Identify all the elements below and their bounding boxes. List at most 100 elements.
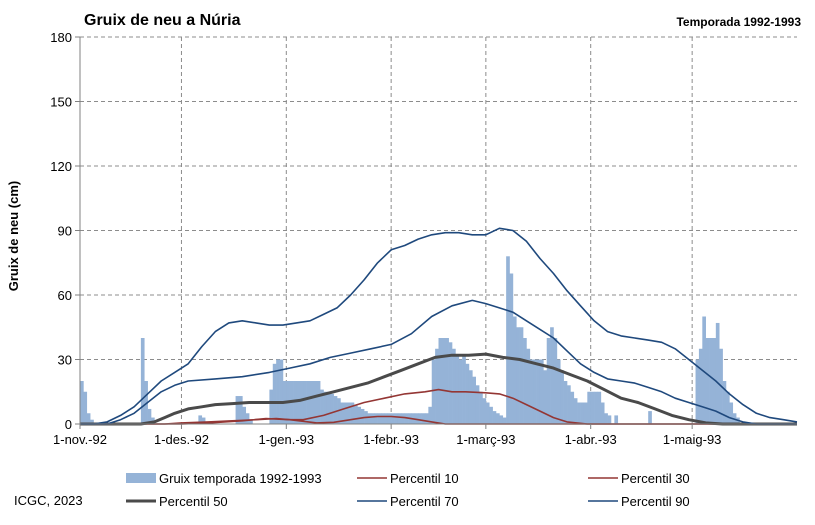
snow-depth-bar [343,402,348,424]
snow-depth-bar [414,413,419,424]
snow-depth-bar [276,359,280,424]
snow-depth-bar [238,396,243,424]
snow-depth-bar [323,391,328,424]
snow-depth-bar [462,355,466,424]
snow-depth-bar [384,413,389,424]
snow-depth-bar [353,404,358,424]
snow-depth-bar [381,413,385,424]
snow-depth-bar [86,413,91,424]
snow-depth-bar [512,316,517,424]
snow-depth-bar [448,342,453,424]
snow-depth-bar [577,402,581,424]
snow-depth-bar [556,359,561,424]
gridlines [80,36,797,424]
y-tick-label: 120 [50,159,72,174]
snow-depth-bar [526,348,531,424]
snow-depth-bar [330,393,334,424]
x-tick-label: 1-nov.-92 [53,432,107,447]
snow-depth-bar [519,327,524,424]
series-line-percentil-50 [80,352,797,426]
snow-depth-bar [583,402,588,424]
snow-depth-bar [401,413,405,424]
snow-depth-bar [144,381,148,424]
axes [75,36,797,429]
snow-depth-bar [543,370,548,424]
snow-depth-bar [431,359,436,424]
legend-label: Percentil 10 [390,471,459,486]
snow-depth-bar [570,391,575,424]
x-tick-labels: 1-nov.-92 1-des.-92 1-gen.-93 1-febr.-93 1-m… [53,432,721,447]
snow-depth-bar [553,338,558,424]
snow-depth-bar [479,391,483,424]
snow-depth-bar [140,338,145,424]
snow-depth-bar [729,402,734,424]
y-tick-label: 0 [65,417,72,432]
snow-depth-bar [370,413,375,424]
snow-depth-bar [468,370,473,424]
x-tick-label: 1-des.-92 [154,432,209,447]
snow-depth-bar [580,402,585,424]
snow-depth-bar [326,391,331,424]
x-tick-label: 1-febr.-93 [363,432,419,447]
snow-depth-bar [590,391,595,424]
snow-depth-bar [90,419,94,424]
chart-title: Gruix de neu a Núria [84,12,241,29]
snow-depth-bar [377,413,382,424]
snow-depth-bar [465,363,470,424]
snow-depth-bar [418,413,422,424]
snow-depth-bar [604,413,608,424]
percentile-lines [80,227,798,426]
snow-depth-bar [485,402,490,424]
snow-depth-bar [438,338,443,424]
x-tick-label: 1-maig-93 [663,432,722,447]
snow-depth-bar [492,411,497,424]
snow-depth-bar [147,408,152,424]
snow-depth-bar [597,391,602,424]
snow-depth-bar [80,381,84,424]
y-tick-label: 90 [58,224,72,239]
snow-depth-bar [445,338,449,424]
legend-label: Gruix temporada 1992-1993 [159,471,322,486]
snow-depth-bar [499,415,504,424]
snow-depth-bar [702,316,706,424]
series-line-percentil-70 [80,299,797,425]
snow-depth-bar [594,391,598,424]
snow-depth-bar [201,417,206,424]
snow-depth-bar [482,398,487,424]
snow-depth-bar [340,402,345,424]
snow-depth-bar [475,385,480,424]
snow-depth-bar [245,413,250,424]
snow-depth-bar [397,413,402,424]
snow-depth-bar [441,338,446,424]
y-tick-labels: 0 30 60 90 120 150 180 [50,30,72,432]
legend-label: Percentil 50 [159,494,228,509]
y-tick-label: 60 [58,288,72,303]
snow-depth-bar [360,408,365,424]
y-tick-label: 30 [58,353,72,368]
snow-depth-bar [560,370,564,424]
snow-depth-bar [516,327,520,424]
snow-depth-bar [712,338,717,424]
snow-depth-bar [306,381,311,424]
legend-label: Percentil 30 [621,471,690,486]
snow-depth-bar [387,413,392,424]
snow-depth-bar [299,381,304,424]
legend: Gruix temporada 1992-1993 Percentil 10 Per… [126,471,690,509]
series-line-percentil-30 [80,388,797,425]
snow-depth-bar [472,376,477,424]
snow-depth-bar [452,348,456,424]
snow-depth-bar [587,391,591,424]
snow-depth-bar [367,413,372,424]
snow-depth-bar [722,381,727,424]
snow-depth-bar [394,413,399,424]
snow-depth-bar [309,381,314,424]
x-tick-label: 1-abr.-93 [565,432,617,447]
credit-text: ICGC, 2023 [14,493,83,508]
snow-depth-bar [320,389,324,424]
snow-depth-bar [424,413,429,424]
chart-subtitle: Temporada 1992-1993 [676,15,801,29]
snow-depth-bar [235,396,240,424]
snow-depth-bar [614,415,619,424]
snow-depth-bar [698,348,703,424]
